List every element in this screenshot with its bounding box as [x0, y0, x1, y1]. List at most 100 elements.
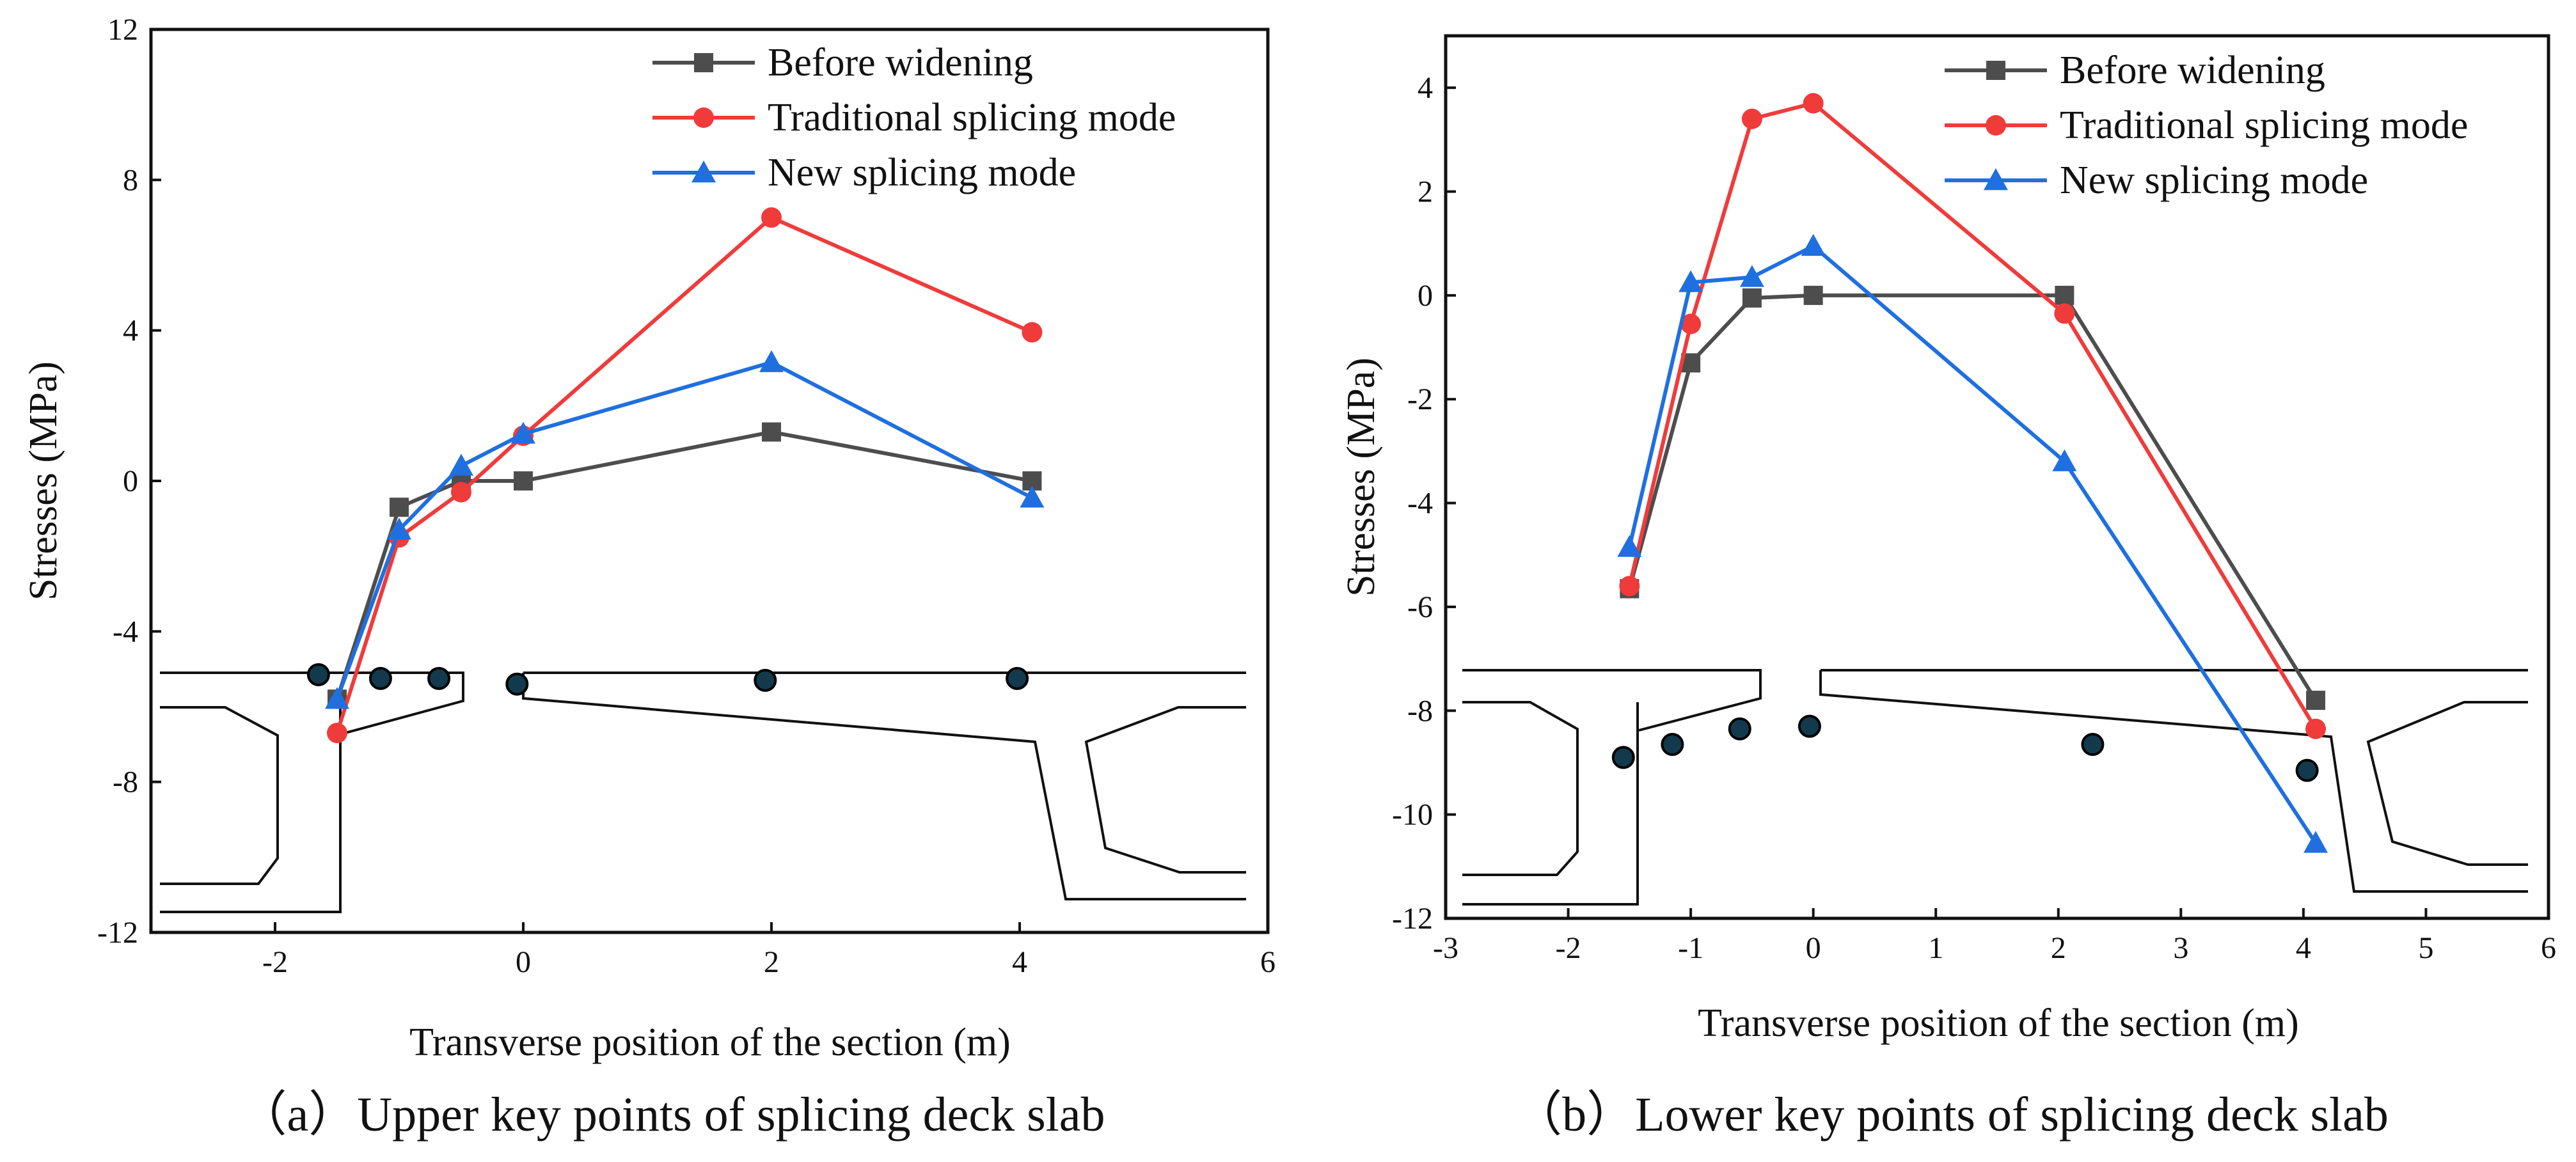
- panel-a-caption: （a）Upper key points of splicing deck sla…: [238, 1088, 1105, 1142]
- y-tick-label: -2: [1407, 382, 1433, 416]
- data-point-new: [1020, 485, 1045, 508]
- key-point-marker: [505, 672, 529, 696]
- y-tick-label: -6: [1407, 590, 1433, 624]
- data-point-traditional: [1741, 108, 1762, 129]
- x-tick-label: 4: [2296, 931, 2311, 965]
- legend-marker-before: [1986, 61, 2005, 80]
- key-point-marker: [1798, 714, 1821, 738]
- panel-a-axis-ticks: -2 0 2 4 6 -12 -8 -4 0 4 8 12: [97, 13, 1276, 979]
- data-point-new: [1739, 265, 1764, 287]
- y-tick-label: 0: [123, 464, 138, 498]
- data-point-traditional: [1619, 576, 1640, 597]
- y-tick-label: 0: [1418, 279, 1433, 313]
- series-line-before: [1627, 293, 2318, 702]
- y-tick-label: 4: [1418, 71, 1433, 105]
- key-point-marker: [2295, 758, 2319, 782]
- data-point-before: [1803, 285, 1823, 305]
- x-tick-label: 0: [1806, 931, 1821, 965]
- panel-b-legend: Before widening Traditional splicing mode…: [1945, 49, 2468, 202]
- key-point-marker: [1661, 733, 1684, 757]
- y-tick-label: 12: [107, 13, 138, 47]
- data-point-new: [2303, 831, 2328, 853]
- legend-marker-new: [691, 161, 716, 183]
- panel-a-series: [325, 207, 1045, 744]
- data-point-new: [2052, 449, 2077, 471]
- data-point-traditional: [451, 482, 471, 503]
- data-point-before: [2306, 691, 2326, 711]
- y-tick-label: -12: [1392, 902, 1433, 936]
- data-point-new: [759, 350, 784, 372]
- data-point-new: [1679, 270, 1703, 292]
- data-point-before: [1742, 288, 1762, 308]
- key-point-marker: [1006, 666, 1029, 690]
- data-point-new: [449, 453, 473, 476]
- x-tick-label: 2: [2051, 931, 2066, 965]
- panel-b-series: [1617, 93, 2328, 853]
- data-point-new: [325, 687, 349, 709]
- legend-label-before: Before widening: [768, 41, 1033, 84]
- data-point-traditional: [2305, 718, 2327, 739]
- data-point-traditional: [327, 723, 347, 744]
- data-point-before: [514, 471, 533, 491]
- y-tick-label: -4: [1407, 487, 1433, 521]
- legend-marker-traditional: [693, 107, 714, 128]
- key-point-marker: [368, 666, 392, 690]
- series-line-traditional: [1627, 101, 2318, 730]
- x-tick-label: 2: [764, 945, 779, 979]
- data-point-traditional: [761, 207, 782, 228]
- data-point-traditional: [1022, 322, 1043, 343]
- key-point-marker: [306, 663, 330, 686]
- key-point-marker: [1728, 717, 1751, 741]
- y-tick-label: -12: [97, 916, 138, 950]
- x-tick-label: 6: [2541, 931, 2556, 965]
- x-tick-label: 4: [1012, 945, 1027, 979]
- series-line-traditional: [335, 216, 1033, 734]
- panel-b-plot-frame: [1444, 34, 2550, 920]
- data-point-before: [390, 498, 409, 517]
- x-tick-label: 6: [1260, 945, 1276, 979]
- series-line-new: [335, 360, 1033, 700]
- x-tick-label: 3: [2173, 931, 2188, 965]
- legend-marker-traditional: [1986, 115, 2006, 136]
- data-point-traditional: [1803, 93, 1824, 114]
- legend-label-new: New splicing mode: [2060, 159, 2368, 202]
- panel-b-key-points: [1611, 714, 2319, 782]
- panel-a-key-points: [306, 663, 1029, 696]
- data-point-new: [1801, 233, 1826, 256]
- panel-a: -2 0 2 4 6 -12 -8 -4 0 4 8 12 Before widening Tradit…: [22, 13, 1276, 1142]
- data-point-before: [762, 422, 781, 442]
- legend-label-traditional: Traditional splicing mode: [2060, 104, 2468, 147]
- key-point-marker: [754, 668, 777, 692]
- panel-a-legend: Before widening Traditional splicing mode…: [652, 41, 1176, 194]
- x-tick-label: 0: [516, 945, 531, 979]
- data-point-traditional: [1680, 313, 1702, 334]
- panel-b-caption: （b）Lower key points of splicing deck sla…: [1513, 1088, 2389, 1142]
- x-tick-label: -1: [1678, 931, 1703, 965]
- y-tick-label: 2: [1418, 175, 1433, 209]
- y-tick-label: 4: [123, 314, 138, 348]
- y-tick-label: -10: [1392, 798, 1433, 832]
- data-point-new: [1617, 535, 1642, 557]
- key-point-marker: [1611, 746, 1635, 769]
- panel-a-y-axis-label: Stresses (MPa): [22, 361, 65, 601]
- x-tick-label: -2: [1556, 931, 1581, 965]
- panel-b-section-outline: [1462, 669, 2528, 906]
- x-tick-label: -3: [1433, 931, 1458, 965]
- legend-marker-before: [694, 53, 713, 72]
- legend-label-new: New splicing mode: [768, 151, 1076, 194]
- legend-label-traditional: Traditional splicing mode: [768, 96, 1176, 139]
- x-tick-label: 5: [2418, 931, 2433, 965]
- y-tick-label: -4: [113, 615, 138, 648]
- legend-label-before: Before widening: [2060, 49, 2325, 92]
- y-tick-label: 8: [123, 163, 138, 197]
- x-tick-label: -2: [262, 945, 288, 979]
- key-point-marker: [2081, 733, 2105, 757]
- key-point-marker: [427, 666, 451, 690]
- data-point-before: [2055, 285, 2074, 305]
- data-point-new: [387, 517, 411, 540]
- y-tick-label: -8: [1407, 694, 1433, 728]
